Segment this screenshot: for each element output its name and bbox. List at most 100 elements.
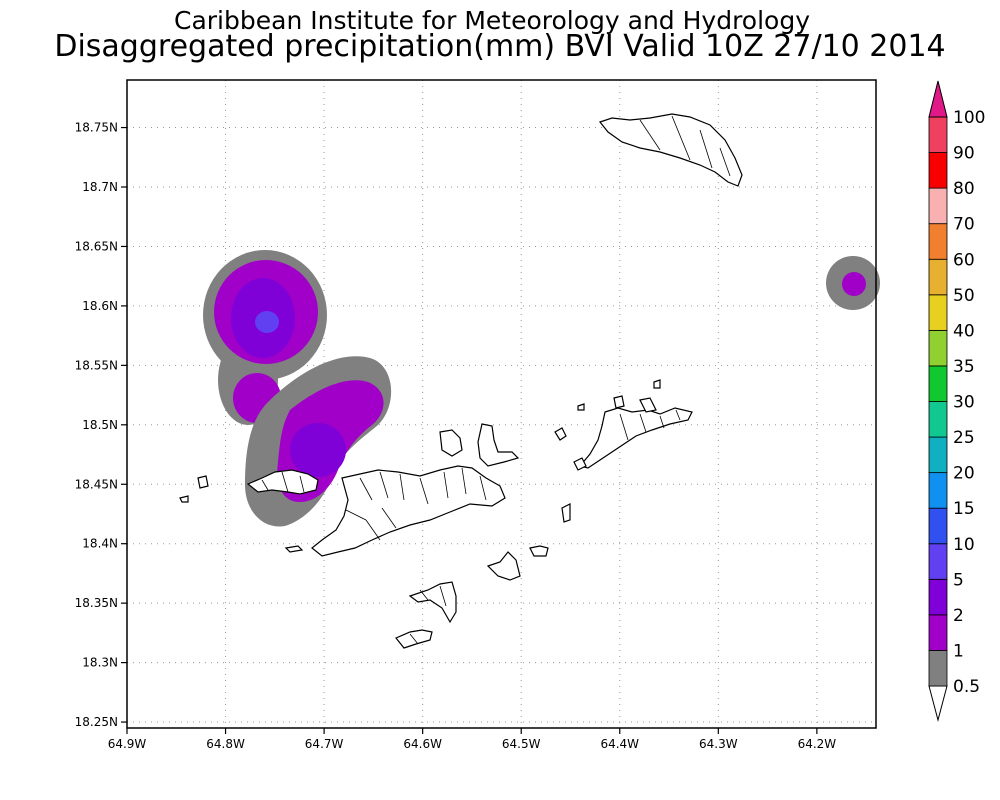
coastline-segment [379, 471, 389, 499]
island-cay [573, 457, 587, 471]
colorbar-swatch [928, 187, 948, 225]
lat-tick-label: 18.35N [75, 596, 118, 610]
lon-tick-label: 64.5W [502, 737, 541, 751]
colorbar-label: 15 [953, 499, 975, 519]
colorbar-swatch [928, 365, 948, 402]
lon-tick-label: 64.8W [206, 737, 245, 751]
lon-tick-label: 64.6W [403, 737, 442, 751]
lat-tick-label: 18.5N [82, 418, 118, 432]
map-subtitle: Disaggregated precipitation(mm) BVI Vali… [54, 29, 945, 64]
colorbar-swatch [928, 614, 948, 651]
coastline-segment [671, 115, 691, 161]
map-title: Caribbean Institute for Meteorology and … [174, 6, 810, 35]
coastline-segment [299, 475, 305, 493]
island-guana [554, 427, 567, 441]
colorbar-label: 100 [953, 108, 985, 128]
colorbar-label: 80 [953, 179, 975, 199]
island-cay [639, 397, 657, 413]
island-jost-van-dyke [439, 429, 463, 457]
colorbar-swatch [928, 401, 948, 438]
lat-tick-label: 18.3N [82, 656, 118, 670]
coastline-segment [639, 119, 661, 151]
colorbar-label: 20 [953, 464, 975, 484]
island-cooper [486, 551, 521, 581]
colorbar-swatch [928, 543, 948, 580]
island-west-cluster [246, 469, 319, 495]
colorbar-label: 5 [953, 570, 964, 590]
lat-tick-label: 18.4N [82, 537, 118, 551]
colorbar-swatch [928, 472, 948, 509]
coastline-segment [359, 477, 373, 501]
lat-tick-label: 18.45N [75, 477, 118, 491]
lon-tick-label: 64.2W [798, 737, 837, 751]
colorbar-label: 70 [953, 215, 975, 235]
coastline-segment [675, 409, 681, 421]
coastline-segment [281, 471, 289, 493]
coastline-segment [659, 415, 665, 429]
colorbar-label: 40 [953, 321, 975, 341]
lon-tick-label: 64.9W [108, 737, 147, 751]
colorbar-swatch [928, 329, 948, 367]
colorbar-swatch [928, 223, 948, 260]
coastline-segment [699, 129, 713, 169]
colorbar-min-triangle [928, 685, 948, 722]
coastline-segment [639, 413, 647, 433]
island-cay [284, 545, 304, 553]
islands [179, 113, 743, 649]
coastline-segment [461, 467, 467, 495]
colorbar-swatch [928, 507, 948, 545]
lon-tick-label: 64.7W [305, 737, 344, 751]
colorbar-swatch [928, 650, 948, 687]
island-great-thatch [477, 423, 520, 467]
island-ginger [529, 545, 549, 557]
colorbar-label: 60 [953, 250, 975, 270]
coastline-segment [439, 585, 447, 607]
colorbar-label: 35 [953, 357, 975, 377]
map-axes: 64.9W 64.8W 64.7W 64.6W 64.5W 64.4W 64.3W 64.2W… [75, 79, 877, 751]
map-border [126, 79, 877, 729]
colorbar-label: 50 [953, 286, 975, 306]
coastline-segment [409, 633, 419, 645]
colorbar-label: 10 [953, 535, 975, 555]
colorbar-max-triangle [928, 80, 948, 118]
island-west-cay [197, 475, 209, 489]
island-west-cay [179, 495, 189, 503]
lon-tick-label: 64.3W [699, 737, 738, 751]
coastline-segment [719, 147, 731, 177]
coastline-segment [345, 509, 367, 521]
island-cay [613, 395, 625, 409]
graticule [126, 80, 876, 728]
coastline-segment [261, 479, 269, 491]
lat-tick-label: 18.55N [75, 358, 118, 372]
colorbar-label: 25 [953, 428, 975, 448]
island-peter [408, 581, 457, 624]
coastline-segment [399, 473, 405, 501]
island-tortola [311, 465, 506, 557]
coastline-segment [419, 589, 429, 601]
coastline-segment [419, 477, 429, 505]
colorbar-label: 0.5 [953, 677, 980, 697]
colorbar-label: 2 [953, 606, 964, 626]
colorbar-label: 90 [953, 144, 975, 164]
colorbar-swatch [928, 152, 948, 189]
lat-tick-label: 18.65N [75, 239, 118, 253]
lon-tick-label: 64.4W [600, 737, 639, 751]
island-cay [653, 379, 661, 389]
precip-cell-2mm [842, 272, 866, 296]
precip-cell-5mm [290, 423, 346, 477]
lat-tick-label: 18.7N [82, 180, 118, 194]
island-cay [577, 403, 585, 411]
lat-tick-label: 18.6N [82, 299, 118, 313]
island-anegada [598, 113, 743, 187]
coastline-segment [443, 471, 449, 499]
colorbar-swatch [928, 258, 948, 296]
coastline-segment [619, 413, 629, 441]
precip-cell-10mm [255, 311, 279, 333]
colorbar-swatch [928, 294, 948, 331]
coastline-segment [381, 507, 397, 529]
colorbar-label: 1 [953, 641, 964, 661]
colorbar-swatch [928, 436, 948, 474]
coastline-segment [479, 475, 487, 501]
